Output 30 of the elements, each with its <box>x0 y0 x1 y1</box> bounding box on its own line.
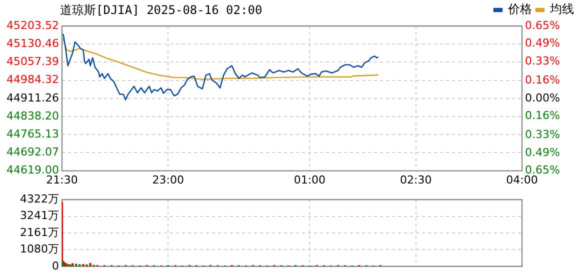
y2-tick-label: 0.16% <box>525 109 560 122</box>
x-tick-label: 01:00 <box>294 173 326 186</box>
y2-tick-label: 0.33% <box>525 54 560 68</box>
y-tick-label: 44692.07 <box>6 146 59 159</box>
legend-label: 价格 <box>507 2 532 16</box>
y-tick-label: 44765.13 <box>6 127 59 140</box>
y2-tick-label: 0.16% <box>525 73 560 86</box>
y2-tick-label: 0.49% <box>525 36 560 50</box>
y-tick-label: 44838.20 <box>6 109 59 122</box>
y-tick-label: 44911.26 <box>6 91 59 104</box>
y2-tick-label: 0.00% <box>525 91 560 104</box>
y2-tick-label: 0.65% <box>525 18 560 32</box>
y-tick-label: 45203.52 <box>6 18 59 32</box>
legend-label: 均线 <box>549 2 574 16</box>
y2-tick-label: 0.33% <box>525 128 560 142</box>
x-tick-label: 02:30 <box>400 173 432 186</box>
x-tick-label: 23:00 <box>152 173 184 186</box>
x-tick-label: 04:00 <box>506 173 538 186</box>
y-tick-label: 45130.46 <box>6 36 59 50</box>
x-tick-label: 21:30 <box>46 173 78 186</box>
y-tick-label: 45057.39 <box>6 55 59 68</box>
y-tick-label: 3241万 <box>20 209 59 222</box>
chart-title: 道琼斯[DJIA] 2025-08-16 02:00 <box>60 2 262 19</box>
bar <box>89 262 92 266</box>
y2-tick-label: 0.49% <box>525 146 560 159</box>
y-tick-label: 0 <box>52 259 59 272</box>
y-tick-label: 2161万 <box>20 226 59 239</box>
y-tick-label: 44984.32 <box>6 73 59 86</box>
y-tick-label: 1080万 <box>20 242 59 256</box>
y-tick-label: 4322万 <box>20 192 59 206</box>
